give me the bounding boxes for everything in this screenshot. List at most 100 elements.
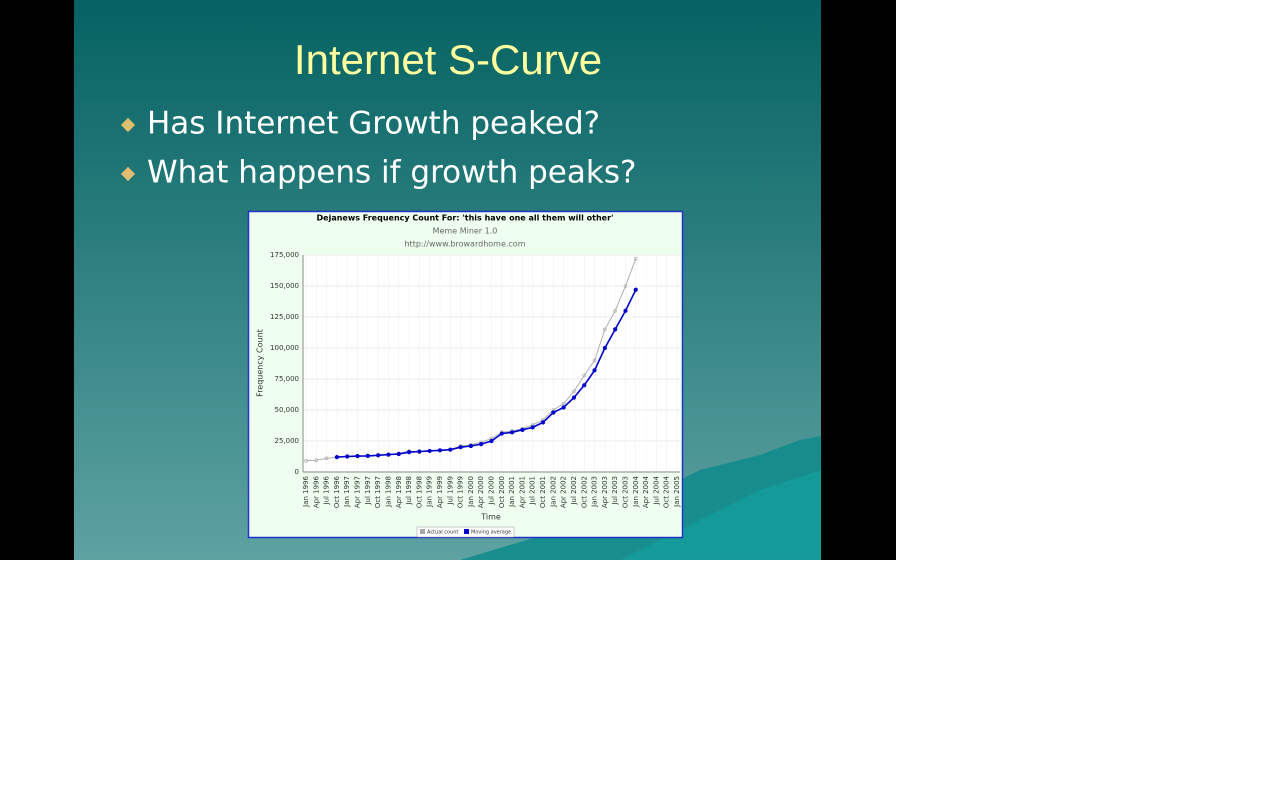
data-point [540, 420, 546, 425]
data-point [551, 410, 556, 415]
data-point [592, 358, 597, 363]
x-tick-label: Oct 1998 [415, 476, 423, 508]
x-tick-label: Jan 2004 [632, 475, 640, 507]
x-tick-label: Apr 2003 [601, 476, 609, 508]
data-point [613, 308, 617, 313]
data-point [345, 454, 350, 459]
data-point [355, 454, 360, 459]
x-axis-label: Time [480, 513, 501, 522]
data-point [365, 453, 370, 458]
x-tick-label: Jul 1996 [323, 475, 331, 505]
data-point [489, 438, 494, 444]
x-tick-label: Jul 2000 [488, 476, 496, 506]
x-tick-label: Oct 2004 [663, 475, 671, 508]
data-point [479, 442, 484, 447]
legend-label: Moving average [471, 530, 511, 536]
data-point [633, 256, 638, 261]
legend-swatch [420, 529, 425, 534]
x-tick-label: Jul 1998 [405, 476, 413, 506]
data-point [406, 450, 412, 455]
x-tick-label: Oct 2002 [580, 476, 588, 508]
data-point [520, 427, 525, 432]
y-tick-label: 0 [295, 468, 299, 476]
x-tick-label: Jul 1999 [446, 476, 454, 506]
data-point [602, 345, 607, 351]
data-point [623, 284, 628, 288]
data-point [386, 452, 391, 457]
y-axis-label: Frequency Count [256, 329, 265, 397]
data-point [623, 308, 628, 313]
slide-title: Internet S-Curve [294, 36, 602, 83]
y-tick-label: 100,000 [270, 344, 299, 352]
x-tick-label: Apr 2004 [642, 475, 650, 508]
y-tick-label: 150,000 [270, 282, 299, 290]
x-tick-label: Oct 1996 [333, 475, 341, 508]
x-tick-label: Jul 2003 [611, 476, 619, 506]
data-point [376, 453, 381, 458]
x-tick-label: Apr 2002 [560, 476, 568, 508]
x-tick-label: Jan 1998 [384, 476, 392, 508]
y-tick-label: 50,000 [275, 406, 300, 414]
data-point [603, 327, 607, 332]
data-point [530, 425, 535, 430]
data-point [458, 445, 463, 450]
y-tick-label: 75,000 [275, 375, 300, 383]
data-point [468, 443, 473, 449]
data-point [314, 458, 319, 463]
x-tick-label: Apr 1997 [354, 476, 362, 508]
x-tick-label: Apr 2000 [477, 476, 485, 508]
x-tick-label: Jan 1999 [426, 476, 434, 508]
x-tick-label: Oct 2000 [498, 476, 506, 508]
x-tick-label: Oct 1997 [374, 476, 382, 508]
x-tick-label: Jan 2001 [508, 476, 516, 508]
x-tick-label: Apr 1998 [395, 476, 403, 508]
x-tick-label: Jul 2001 [529, 476, 537, 506]
data-point [633, 287, 638, 292]
x-tick-label: Oct 2001 [539, 476, 547, 508]
data-point [304, 459, 308, 463]
x-tick-label: Oct 1999 [457, 476, 465, 508]
data-point [334, 455, 340, 460]
data-point [613, 327, 618, 332]
x-tick-label: Apr 1999 [436, 476, 444, 508]
data-point [582, 373, 587, 378]
x-tick-label: Jan 2000 [467, 476, 475, 508]
chart-subtitle: Meme Miner 1.0 [433, 227, 498, 236]
data-point [427, 448, 432, 454]
x-tick-label: Oct 2003 [621, 476, 629, 508]
data-point [448, 447, 453, 452]
data-point [582, 383, 587, 388]
data-point [561, 405, 566, 410]
x-tick-label: Jan 2003 [591, 476, 599, 508]
data-point [561, 401, 566, 406]
x-tick-label: Jan 1997 [343, 476, 351, 508]
x-tick-label: Jan 2005 [673, 476, 681, 508]
chart-title: Dejanews Frequency Count For: 'this have… [317, 214, 614, 223]
data-point [437, 448, 443, 453]
data-point [324, 456, 329, 461]
data-point [396, 451, 401, 457]
data-point [417, 449, 422, 454]
legend-label: Actual count [427, 530, 458, 536]
x-tick-label: Jul 2002 [570, 476, 578, 506]
y-tick-label: 175,000 [270, 251, 299, 259]
y-tick-label: 25,000 [275, 437, 300, 445]
x-tick-label: Apr 2001 [518, 476, 526, 508]
bullet-text: Has Internet Growth peaked? [147, 106, 600, 142]
chart-source: http://www.browardhome.com [404, 240, 525, 249]
bullet-text: What happens if growth peaks? [147, 155, 636, 191]
x-tick-label: Jul 2004 [652, 475, 660, 505]
data-point [592, 368, 597, 373]
x-tick-label: Jan 1996 [302, 475, 310, 507]
y-tick-label: 125,000 [270, 313, 299, 321]
x-tick-label: Jul 1997 [364, 476, 372, 506]
data-point [499, 431, 504, 436]
legend-swatch [464, 529, 469, 534]
data-point [572, 389, 576, 394]
data-point [571, 395, 577, 400]
x-tick-label: Jan 2002 [549, 476, 557, 508]
x-tick-label: Apr 1996 [312, 475, 320, 508]
data-point [510, 430, 515, 435]
